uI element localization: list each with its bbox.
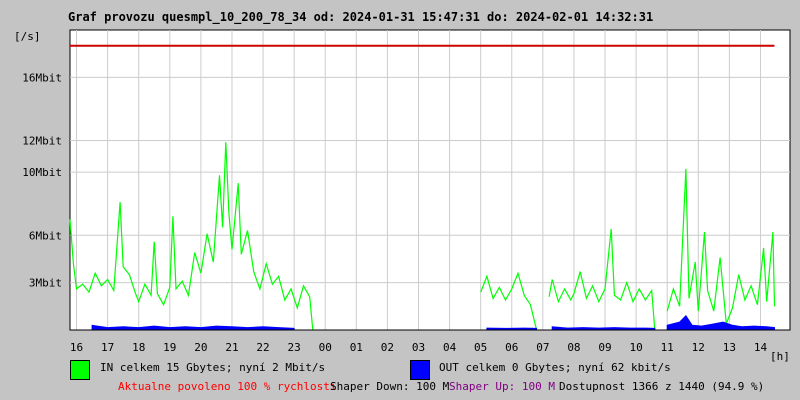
x-axis-label: [h] [770,350,790,363]
y-tick-label: 16Mbit [22,71,62,84]
series-in-line [666,168,776,324]
x-tick-label: 11 [661,341,674,354]
x-tick-label: 13 [723,341,736,354]
x-tick-label: 09 [598,341,611,354]
series-out-area [91,324,295,331]
x-tick-label: 01 [350,341,363,354]
x-tick-label: 07 [536,341,549,354]
y-tick-label: 12Mbit [22,135,62,148]
legend-in-text: IN celkem 15 Gbytes; nyní 2 Mbit/s [100,361,326,374]
x-tick-label: 23 [288,341,301,354]
shaper-up-text: Shaper Up: 100 M [449,380,555,393]
x-tick-label: 04 [443,341,457,354]
x-tick-label: 00 [319,341,332,354]
shaper-down-text: Shaper Down: 100 M [330,380,450,393]
x-tick-label: 21 [225,341,238,354]
x-tick-label: 17 [101,341,114,354]
x-tick-label: 06 [505,341,518,354]
x-tick-label: 18 [132,341,145,354]
legend-out-text: OUT celkem 0 Gbytes; nyní 62 kbit/s [439,361,671,374]
x-tick-label: 16 [70,341,83,354]
x-tick-label: 05 [474,341,487,354]
series-out-area [666,315,775,331]
y-tick-label: 3Mbit [29,277,62,290]
chart-title: Graf provozu quesmpl_10_200_78_34 od: 20… [68,10,654,24]
availability-text: Dostupnost 1366 z 1440 (94.9 %) [559,380,765,393]
x-tick-label: 20 [194,341,207,354]
legend-in-swatch [70,360,90,380]
y-axis-label: [/s] [14,30,41,43]
x-tick-label: 14 [754,341,768,354]
x-tick-label: 19 [163,341,176,354]
x-tick-label: 02 [381,341,394,354]
series-in-line [69,142,314,331]
y-tick-label: 6Mbit [29,229,62,242]
y-tick-label: 10Mbit [22,166,62,179]
x-tick-label: 10 [629,341,642,354]
series-in-line [548,228,656,331]
series-in-line [480,271,538,331]
series-out-area [551,326,656,331]
x-tick-label: 22 [256,341,269,354]
legend-out-swatch [410,360,430,380]
x-tick-label: 12 [692,341,705,354]
plot-area [69,29,791,331]
x-tick-label: 03 [412,341,425,354]
x-tick-label: 08 [567,341,580,354]
speed-allowed-text: Aktualne povoleno 100 % rychlosti [118,380,337,393]
